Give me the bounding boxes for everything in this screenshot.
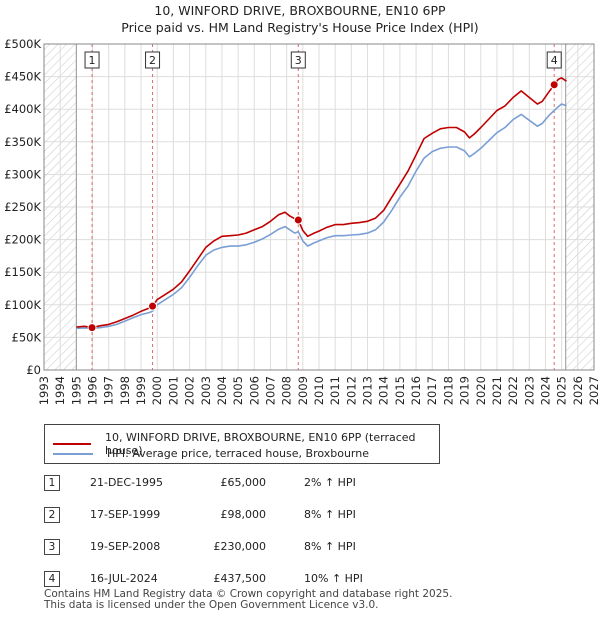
- x-tick-label: 1998: [118, 376, 132, 405]
- x-tick-label: 2022: [506, 376, 520, 405]
- sale-row: 4 16-JUL-2024 £437,500 10% ↑ HPI: [44, 570, 424, 590]
- plot-frame: [43, 43, 595, 371]
- legend: 10, WINFORD DRIVE, BROXBOURNE, EN10 6PP …: [44, 424, 440, 464]
- sale-price: £65,000: [220, 476, 267, 489]
- x-tick-label: 2014: [377, 376, 391, 405]
- sale-number-badge: 3: [44, 539, 60, 555]
- x-tick-label: 2010: [312, 376, 326, 405]
- legend-swatch-property: [53, 443, 92, 445]
- y-tick-label: £50K: [12, 330, 42, 344]
- x-tick-label: 1997: [102, 376, 116, 405]
- x-tick-label: 2008: [280, 376, 294, 405]
- x-tick-label: 2027: [587, 376, 600, 405]
- price-chart: 1 2 3 4 £0 £50K £100K £150K £200K £250K £300K £350K…: [4, 37, 600, 405]
- sale-marker-label: 4: [551, 54, 558, 67]
- sale-number-badge: 2: [44, 507, 60, 523]
- x-tick-label: 2015: [393, 376, 407, 405]
- legend-label-property: 10, WINFORD DRIVE, BROXBOURNE, EN10 6PP …: [105, 431, 416, 457]
- y-tick-label: £350K: [4, 135, 41, 149]
- sale-price: £98,000: [220, 508, 267, 521]
- x-tick-label: 2005: [231, 376, 245, 405]
- sale-row: 1 21-DEC-1995 £65,000 2% ↑ HPI: [44, 474, 424, 494]
- legend-swatch-hpi: [53, 452, 93, 455]
- x-tick-label: 2013: [361, 376, 375, 405]
- x-tick-label: 1995: [69, 376, 83, 405]
- y-tick-label: £0: [26, 363, 41, 377]
- sale-row: 3 19-SEP-2008 £230,000 8% ↑ HPI: [44, 538, 424, 558]
- x-tick-label: 2003: [199, 376, 213, 405]
- x-tick-label: 2001: [166, 376, 180, 405]
- sale-date: 16-JUL-2024: [90, 572, 158, 585]
- sale-hpi-diff: 2% ↑ HPI: [304, 476, 356, 489]
- x-tick-label: 1999: [134, 376, 148, 405]
- sale-marker-label: 3: [295, 54, 302, 67]
- x-tick-label: 2002: [183, 376, 197, 405]
- x-tick-label: 1993: [37, 376, 51, 405]
- x-tick-label: 2012: [344, 376, 358, 405]
- footer-line-licence: This data is licensed under the Open Gov…: [44, 599, 379, 611]
- x-tick-label: 2017: [425, 376, 439, 405]
- y-tick-label: £150K: [4, 265, 41, 279]
- sale-point: [87, 323, 97, 333]
- x-tick-label: 2018: [441, 376, 455, 405]
- x-tick-label: 2016: [409, 376, 423, 405]
- x-tick-label: 2011: [328, 376, 342, 405]
- sale-date: 19-SEP-2008: [90, 540, 161, 553]
- footer-line-copyright: Contains HM Land Registry data © Crown c…: [44, 588, 453, 600]
- chart-title: 10, WINFORD DRIVE, BROXBOURNE, EN10 6PP: [154, 3, 446, 18]
- chart-subtitle: Price paid vs. HM Land Registry's House …: [121, 20, 479, 35]
- sale-number-badge: 4: [44, 571, 60, 587]
- series-line-property: [76, 77, 567, 329]
- sale-point: [148, 301, 158, 311]
- x-tick-label: 2025: [555, 376, 569, 405]
- sale-price: £437,500: [213, 572, 267, 585]
- chart-title-block: 10, WINFORD DRIVE, BROXBOURNE, EN10 6PP …: [0, 2, 600, 36]
- sale-marker-box: [290, 51, 306, 69]
- x-tick-label: 2019: [458, 376, 472, 405]
- y-tick-label: £500K: [4, 37, 41, 51]
- x-tick-label: 2009: [296, 376, 310, 405]
- footer-attribution: Contains HM Land Registry data © Crown c…: [44, 589, 452, 611]
- x-tick-label: 2007: [263, 376, 277, 405]
- sale-hpi-diff: 8% ↑ HPI: [304, 540, 356, 553]
- sale-hpi-diff: 10% ↑ HPI: [304, 572, 363, 585]
- x-tick-label: 2023: [522, 376, 536, 405]
- sale-date: 21-DEC-1995: [90, 476, 164, 489]
- sale-number-badge: 1: [44, 475, 60, 491]
- sale-point: [549, 80, 559, 90]
- y-tick-label: £400K: [4, 102, 41, 116]
- y-tick-label: £250K: [4, 200, 41, 214]
- x-tick-label: 2021: [490, 376, 504, 405]
- legend-label-hpi: HPI: Average price, terraced house, Brox…: [107, 447, 370, 460]
- sale-price: £230,000: [213, 540, 267, 553]
- sale-marker-label: 1: [89, 54, 96, 67]
- sale-date: 17-SEP-1999: [90, 508, 161, 521]
- sale-marker-box: [145, 51, 161, 69]
- sale-marker-label: 2: [149, 54, 156, 67]
- legend-item-hpi: HPI: Average price, terraced house, Brox…: [53, 447, 369, 460]
- sale-marker-box: [84, 51, 100, 69]
- x-tick-label: 2004: [215, 376, 229, 405]
- x-tick-label: 2006: [247, 376, 261, 405]
- x-tick-label: 2000: [150, 376, 164, 405]
- sale-marker-box: [546, 51, 562, 69]
- y-tick-label: £100K: [4, 298, 41, 312]
- x-tick-label: 2024: [538, 376, 552, 405]
- sale-row: 2 17-SEP-1999 £98,000 8% ↑ HPI: [44, 506, 424, 526]
- y-tick-label: £450K: [4, 70, 41, 84]
- y-tick-label: £300K: [4, 167, 41, 181]
- y-tick-label: £200K: [4, 233, 41, 247]
- legend-item-property: 10, WINFORD DRIVE, BROXBOURNE, EN10 6PP …: [53, 431, 439, 457]
- sale-point: [293, 215, 303, 225]
- sale-hpi-diff: 8% ↑ HPI: [304, 508, 356, 521]
- x-tick-label: 1994: [53, 376, 67, 405]
- x-tick-label: 2020: [474, 376, 488, 405]
- x-tick-label: 2026: [571, 376, 585, 405]
- x-tick-label: 1996: [86, 376, 100, 405]
- series-line-hpi: [76, 103, 567, 330]
